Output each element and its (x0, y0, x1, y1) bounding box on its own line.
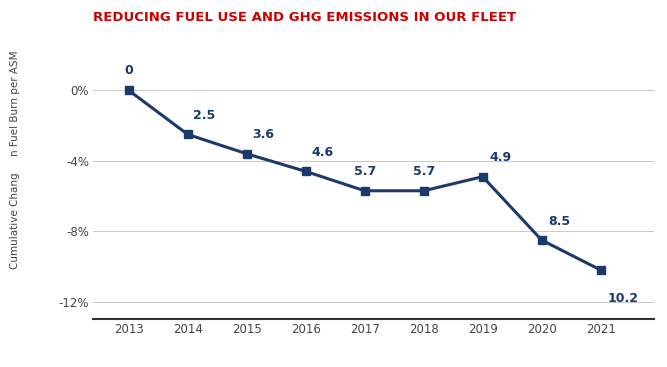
Text: 4.9: 4.9 (490, 151, 512, 164)
Text: REDUCING FUEL USE AND GHG EMISSIONS IN OUR FLEET: REDUCING FUEL USE AND GHG EMISSIONS IN O… (93, 11, 516, 24)
Text: 0: 0 (124, 63, 133, 77)
Text: n Fuel Burn per ASM: n Fuel Burn per ASM (10, 50, 19, 156)
Text: 4.6: 4.6 (311, 146, 334, 159)
Text: 2.5: 2.5 (193, 109, 215, 122)
Text: 8.5: 8.5 (548, 215, 571, 228)
Text: Cumulative Chang: Cumulative Chang (10, 172, 19, 269)
Text: 5.7: 5.7 (412, 165, 435, 178)
Text: 5.7: 5.7 (354, 165, 376, 178)
Text: 3.6: 3.6 (252, 128, 274, 141)
Text: 10.2: 10.2 (608, 292, 638, 305)
